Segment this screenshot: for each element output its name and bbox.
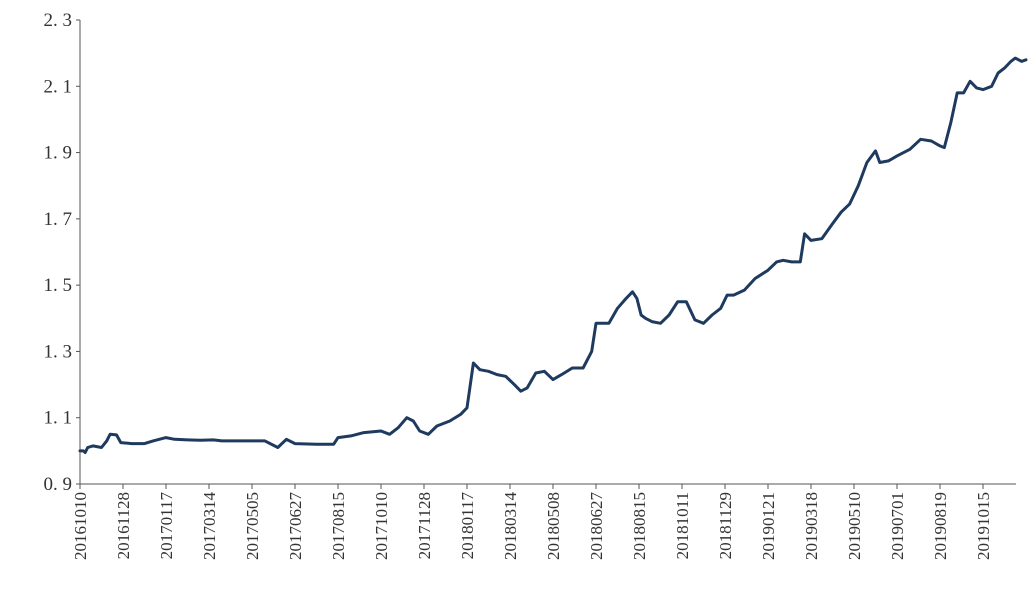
y-tick-label: 0. 9 [44, 474, 73, 495]
x-tick-label: 20181129 [716, 492, 735, 559]
y-tick-label: 1. 1 [44, 408, 73, 429]
x-tick-label: 20191015 [974, 492, 993, 560]
x-tick-label: 20170314 [200, 492, 219, 561]
x-tick-label: 20180314 [501, 492, 520, 561]
x-tick-label: 20180815 [630, 492, 649, 560]
x-tick-label: 20161010 [71, 492, 90, 560]
y-tick-label: 1. 7 [44, 209, 73, 230]
x-tick-label: 20190701 [888, 492, 907, 560]
y-tick-label: 2. 3 [44, 10, 73, 31]
x-tick-label: 20170627 [286, 492, 305, 561]
y-tick-label: 1. 3 [44, 341, 73, 362]
axes [76, 19, 1016, 489]
x-tick-label: 20170815 [329, 492, 348, 560]
x-tick-label: 20180117 [458, 492, 477, 560]
tick-labels: 0. 9 1. 1 1. 3 1. 5 1. 7 1. 9 2. 1 2. 3 20161010… [44, 10, 994, 560]
x-tick-label: 20190510 [845, 492, 864, 560]
x-tick-label: 20171010 [372, 492, 391, 560]
x-tick-label: 20161128 [114, 492, 133, 559]
x-tick-label: 20190121 [759, 492, 778, 560]
x-tick-label: 20171128 [415, 492, 434, 559]
x-tick-label: 20190318 [802, 492, 821, 560]
x-tick-label: 20180508 [544, 492, 563, 560]
series-layer [78, 56, 1028, 454]
x-tick-label: 20170117 [157, 492, 176, 560]
y-tick-label: 1. 5 [44, 275, 73, 296]
y-tick-label: 2. 1 [44, 76, 73, 97]
x-tick-label: 20190819 [931, 492, 950, 560]
x-tick-label: 20181011 [673, 492, 692, 559]
y-tick-label: 1. 9 [44, 143, 73, 164]
x-tick-label: 20170505 [243, 492, 262, 560]
series-line [78, 56, 1028, 454]
x-tick-label: 20180627 [587, 492, 606, 561]
